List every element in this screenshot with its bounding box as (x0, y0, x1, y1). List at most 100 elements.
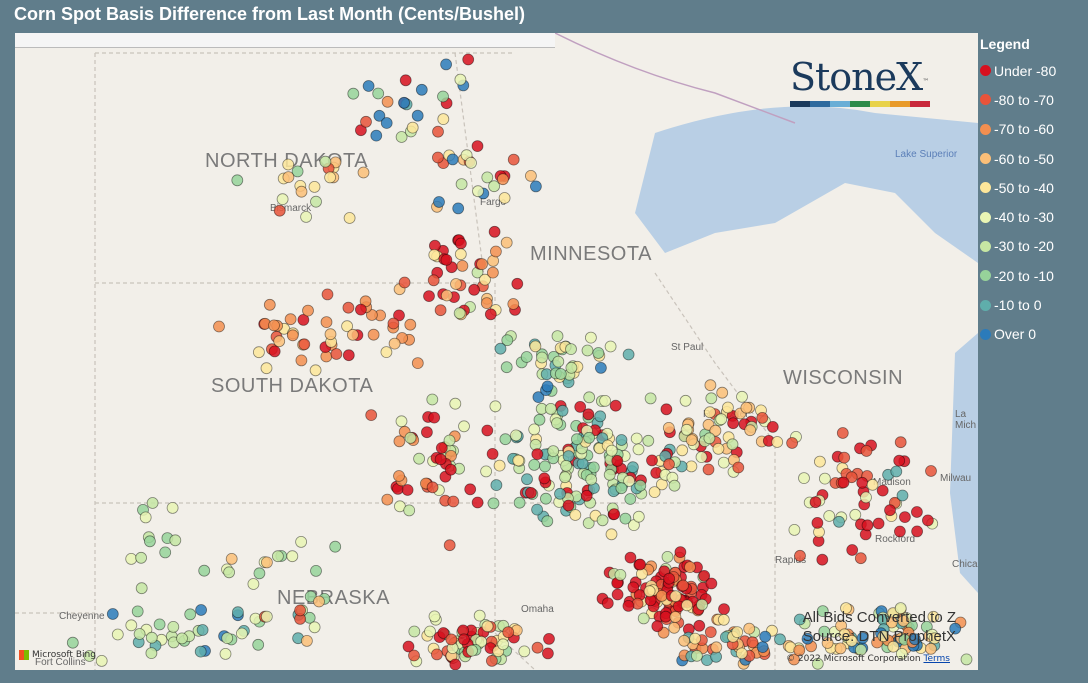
bid-point[interactable] (736, 390, 748, 403)
bid-point[interactable] (565, 361, 578, 374)
bid-point[interactable] (403, 504, 416, 517)
bid-point[interactable] (471, 496, 484, 509)
bid-point[interactable] (496, 173, 509, 186)
bid-point[interactable] (402, 640, 415, 653)
bid-point[interactable] (221, 632, 234, 644)
bid-point[interactable] (624, 551, 637, 564)
bid-point[interactable] (406, 121, 419, 134)
bid-point[interactable] (679, 394, 692, 407)
bid-point[interactable] (341, 320, 354, 333)
legend-item[interactable]: -60 to -50 (980, 144, 1056, 173)
bid-point[interactable] (387, 317, 400, 330)
bid-point[interactable] (615, 434, 628, 446)
bid-point[interactable] (539, 460, 551, 473)
bid-point[interactable] (702, 463, 715, 476)
bid-point[interactable] (135, 551, 147, 564)
bid-point[interactable] (551, 417, 563, 430)
bid-point[interactable] (877, 630, 890, 643)
bid-point[interactable] (601, 597, 614, 610)
bid-point[interactable] (695, 451, 708, 464)
bid-point[interactable] (423, 290, 435, 303)
bid-point[interactable] (740, 401, 753, 414)
bid-point[interactable] (428, 411, 441, 424)
bid-point[interactable] (726, 438, 739, 451)
bid-point[interactable] (520, 351, 533, 363)
bid-point[interactable] (644, 392, 657, 405)
bid-point[interactable] (771, 436, 784, 448)
bid-point[interactable] (198, 564, 211, 577)
bid-point[interactable] (253, 567, 266, 580)
bid-point[interactable] (346, 328, 359, 341)
bid-point[interactable] (512, 454, 525, 467)
bid-point[interactable] (698, 570, 711, 582)
bid-point[interactable] (308, 180, 321, 193)
bid-point[interactable] (365, 309, 378, 321)
bid-point[interactable] (592, 347, 605, 359)
bid-point[interactable] (471, 140, 484, 152)
bid-point[interactable] (731, 626, 744, 638)
bid-point[interactable] (395, 415, 408, 428)
bid-point[interactable] (717, 456, 730, 469)
bid-point[interactable] (284, 313, 297, 326)
bid-point[interactable] (604, 340, 617, 353)
bid-point[interactable] (521, 473, 533, 486)
bid-point[interactable] (455, 178, 468, 191)
bid-point[interactable] (310, 195, 322, 208)
bid-point[interactable] (430, 648, 443, 661)
bid-point[interactable] (920, 620, 933, 633)
bid-point[interactable] (153, 618, 166, 631)
bid-point[interactable] (372, 87, 385, 100)
bid-point[interactable] (329, 540, 342, 553)
bid-point[interactable] (786, 437, 798, 449)
bid-point[interactable] (159, 546, 172, 559)
bid-point[interactable] (490, 479, 503, 492)
bid-point[interactable] (428, 610, 441, 623)
bid-point[interactable] (404, 431, 417, 444)
bid-point[interactable] (125, 619, 138, 632)
bid-point[interactable] (324, 171, 337, 184)
bid-point[interactable] (648, 486, 661, 499)
bid-point[interactable] (562, 450, 575, 463)
bid-point[interactable] (444, 463, 457, 476)
bid-point[interactable] (475, 635, 488, 648)
bid-point[interactable] (449, 658, 462, 670)
bid-point[interactable] (823, 510, 836, 522)
bid-point[interactable] (449, 397, 462, 410)
bid-point[interactable] (450, 278, 462, 290)
legend-item[interactable]: Under -80 (980, 56, 1056, 85)
bid-point[interactable] (145, 647, 158, 659)
bid-point[interactable] (856, 632, 869, 644)
bid-point[interactable] (513, 496, 526, 509)
terms-link[interactable]: Terms (923, 654, 950, 664)
bid-point[interactable] (388, 337, 401, 350)
bid-point[interactable] (605, 444, 618, 457)
bid-point[interactable] (634, 479, 647, 492)
bid-point[interactable] (167, 621, 180, 633)
legend-item[interactable]: -10 to 0 (980, 290, 1056, 319)
bid-point[interactable] (627, 461, 639, 474)
bid-point[interactable] (651, 620, 664, 633)
bid-point[interactable] (582, 517, 595, 530)
bid-point[interactable] (435, 442, 448, 454)
bid-point[interactable] (793, 644, 806, 657)
bid-point[interactable] (424, 625, 436, 638)
bid-point[interactable] (260, 610, 273, 623)
bid-point[interactable] (321, 288, 334, 301)
bid-point[interactable] (437, 90, 449, 103)
bid-point[interactable] (445, 633, 458, 646)
bid-point[interactable] (354, 124, 367, 137)
bid-point[interactable] (135, 582, 148, 595)
bid-point[interactable] (580, 489, 593, 502)
bid-point[interactable] (231, 606, 244, 619)
bid-point[interactable] (458, 420, 470, 433)
bid-point[interactable] (354, 303, 367, 316)
bid-point[interactable] (732, 461, 745, 474)
bid-point[interactable] (678, 634, 690, 647)
bid-point[interactable] (247, 578, 260, 590)
bid-point[interactable] (949, 622, 962, 635)
bid-point[interactable] (614, 569, 627, 581)
bid-point[interactable] (454, 73, 467, 86)
bid-point[interactable] (525, 169, 537, 182)
bid-point[interactable] (466, 644, 478, 657)
bid-point[interactable] (551, 330, 564, 343)
